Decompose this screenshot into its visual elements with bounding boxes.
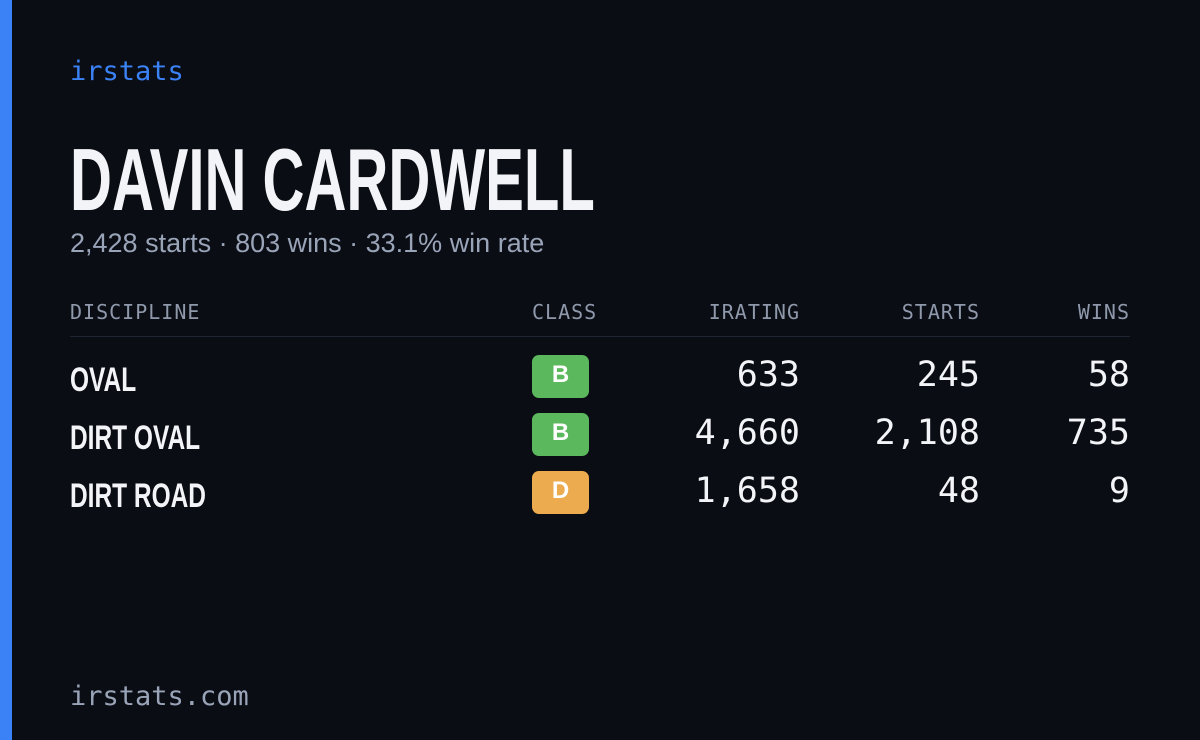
wins-value: 58 — [1087, 355, 1130, 395]
irating-value: 4,660 — [694, 413, 800, 453]
class-badge: D — [532, 471, 589, 514]
discipline: DIRT ROAD — [70, 477, 207, 515]
class-badge: B — [532, 413, 589, 456]
irating-value: 633 — [736, 355, 800, 395]
discipline: OVAL — [70, 361, 137, 399]
footer: irstats.com — [70, 681, 249, 712]
column-header: WINS — [1077, 300, 1130, 324]
table-header: DISCIPLINE CLASS IRATING STARTS WINS — [70, 298, 1130, 337]
brand: irstats — [70, 56, 184, 87]
player-summary: 2,428 starts · 803 wins · 33.1% win rate — [70, 228, 545, 258]
accent-bar — [0, 0, 12, 740]
column-header: DISCIPLINE — [70, 300, 201, 324]
column-header: CLASS — [532, 300, 598, 324]
irating-value: 1,658 — [694, 471, 800, 511]
column-header: STARTS — [901, 300, 980, 324]
wins-value: 735 — [1066, 413, 1130, 453]
player-name: DAVIN CARDWELL — [70, 130, 595, 229]
wins-value: 9 — [1108, 471, 1130, 511]
table-row: DIRT OVAL B 4,660 2,108 735 — [70, 409, 1130, 467]
starts-value: 48 — [937, 471, 980, 511]
starts-value: 245 — [916, 355, 980, 395]
stats-table: DISCIPLINE CLASS IRATING STARTS WINS OVAL B 63… — [70, 298, 1130, 525]
table-row: OVAL B 633 245 58 — [70, 351, 1130, 409]
class-badge: B — [532, 355, 589, 398]
column-header: IRATING — [708, 300, 800, 324]
discipline: DIRT OVAL — [70, 419, 201, 457]
starts-value: 2,108 — [874, 413, 980, 453]
table-row: DIRT ROAD D 1,658 48 9 — [70, 467, 1130, 525]
